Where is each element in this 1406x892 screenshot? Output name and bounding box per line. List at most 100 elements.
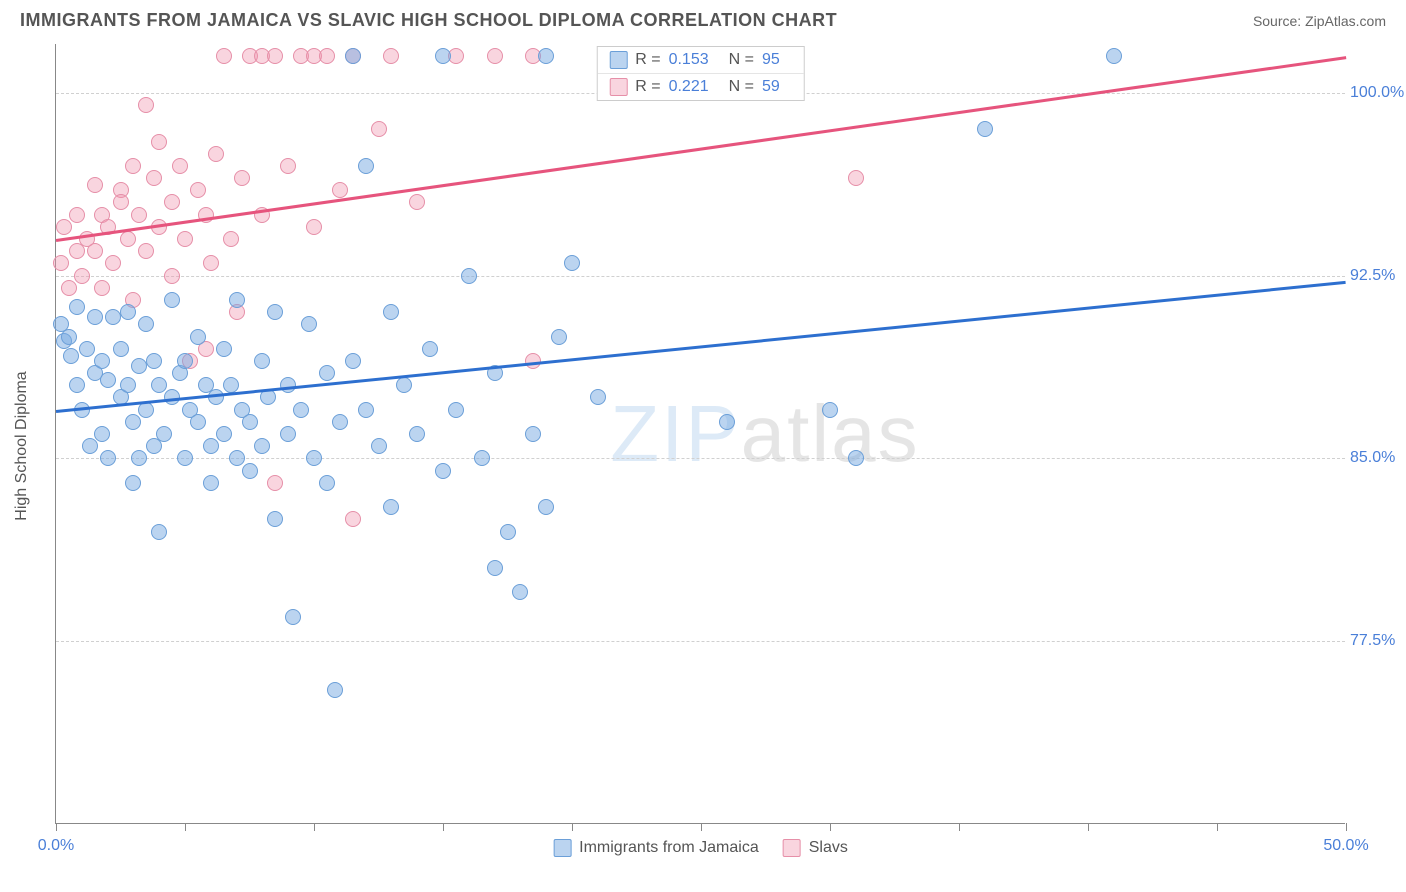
legend-swatch-pink [609,78,627,96]
data-point-pink [487,48,503,64]
data-point-blue [105,309,121,325]
data-point-blue [125,414,141,430]
x-tick [185,823,186,831]
data-point-blue [977,121,993,137]
legend-item-pink: Slavs [783,839,848,857]
data-point-blue [79,341,95,357]
data-point-pink [177,231,193,247]
data-point-blue [63,348,79,364]
data-point-blue [164,292,180,308]
data-point-blue [538,499,554,515]
x-tick [701,823,702,831]
data-point-blue [396,377,412,393]
data-point-blue [242,463,258,479]
data-point-pink [345,511,361,527]
y-tick-label: 100.0% [1350,84,1405,102]
data-point-pink [332,182,348,198]
data-point-blue [590,389,606,405]
data-point-pink [319,48,335,64]
data-point-blue [113,341,129,357]
legend-swatch-blue [553,839,571,857]
data-point-blue [125,475,141,491]
data-point-blue [319,475,335,491]
data-point-pink [138,97,154,113]
data-point-blue [383,304,399,320]
data-point-blue [719,414,735,430]
data-point-blue [327,682,343,698]
data-point-pink [120,231,136,247]
data-point-blue [422,341,438,357]
data-point-pink [113,194,129,210]
x-tick [56,823,57,831]
data-point-pink [223,231,239,247]
data-point-pink [306,219,322,235]
x-tick [572,823,573,831]
data-point-pink [164,194,180,210]
data-point-blue [100,450,116,466]
legend-item-blue: Immigrants from Jamaica [553,839,759,857]
data-point-blue [301,316,317,332]
data-point-blue [146,353,162,369]
data-point-pink [164,268,180,284]
data-point-blue [208,389,224,405]
data-point-blue [190,414,206,430]
x-tick [830,823,831,831]
data-point-blue [267,511,283,527]
y-tick-label: 92.5% [1350,267,1405,285]
data-point-blue [82,438,98,454]
data-point-blue [229,450,245,466]
data-point-pink [87,177,103,193]
data-point-blue [461,268,477,284]
data-point-blue [822,402,838,418]
x-tick [1088,823,1089,831]
x-tick [1217,823,1218,831]
data-point-blue [500,524,516,540]
source-link[interactable]: ZipAtlas.com [1305,13,1386,29]
trend-line-blue [56,280,1346,412]
data-point-blue [87,309,103,325]
data-point-pink [105,255,121,271]
x-tick-label: 0.0% [38,837,74,855]
data-point-blue [254,353,270,369]
data-point-blue [383,499,399,515]
data-point-blue [216,426,232,442]
data-point-blue [69,377,85,393]
data-point-blue [177,450,193,466]
data-point-pink [131,207,147,223]
data-point-pink [74,268,90,284]
data-point-blue [293,402,309,418]
legend-row-blue: R = 0.153 N = 95 [597,47,804,73]
data-point-blue [409,426,425,442]
data-point-blue [525,426,541,442]
data-point-pink [151,134,167,150]
y-axis-label: High School Diploma [13,371,31,520]
scatter-chart: ZIPatlas R = 0.153 N = 95 R = 0.221 N = … [55,44,1345,824]
data-point-blue [564,255,580,271]
data-point-pink [146,170,162,186]
data-point-blue [94,426,110,442]
data-point-pink [87,243,103,259]
data-point-blue [242,414,258,430]
data-point-blue [512,584,528,600]
data-point-blue [448,402,464,418]
data-point-pink [848,170,864,186]
data-point-blue [151,524,167,540]
data-point-blue [120,377,136,393]
data-point-blue [100,372,116,388]
data-point-blue [138,316,154,332]
watermark: ZIPatlas [610,388,919,480]
x-tick [314,823,315,831]
data-point-blue [371,438,387,454]
data-point-blue [345,48,361,64]
data-point-pink [383,48,399,64]
data-point-blue [280,426,296,442]
data-point-pink [208,146,224,162]
grid-line [56,458,1345,459]
x-tick [959,823,960,831]
data-point-blue [345,353,361,369]
data-point-pink [125,158,141,174]
data-point-pink [267,475,283,491]
data-point-blue [94,353,110,369]
data-point-blue [254,438,270,454]
data-point-blue [216,341,232,357]
